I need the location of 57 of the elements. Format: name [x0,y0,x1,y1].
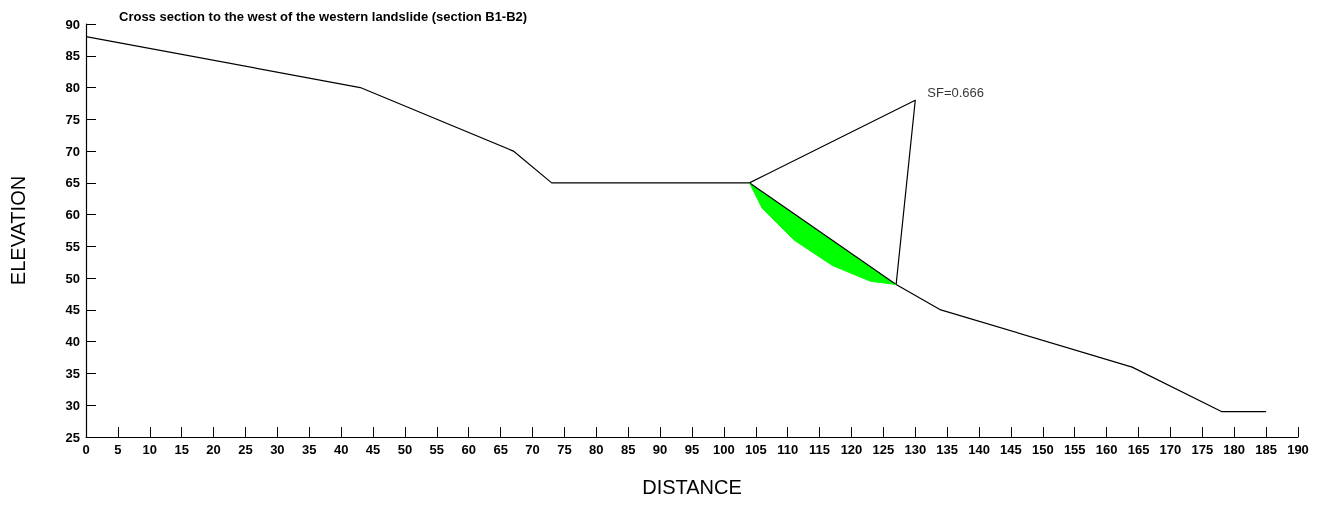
y-tick-label: 30 [65,397,80,413]
x-tick-label: 90 [652,442,668,457]
y-tick-label: 40 [65,334,80,350]
y-tick-label: 85 [65,48,80,64]
x-tick-label: 25 [238,442,253,457]
x-tick-label: 115 [809,442,831,457]
y-tick-label: 50 [65,270,80,286]
x-tick-label: 125 [872,442,895,457]
y-tick-label: 65 [65,175,80,191]
y-tick-label: 45 [65,302,80,318]
x-tick-label: 185 [1255,442,1277,457]
x-tick-label: 20 [206,442,221,457]
x-tick-label: 145 [1000,442,1022,457]
x-axis-title: DISTANCE [642,476,742,498]
x-tick-label: 100 [713,442,735,457]
annotation: SF=0.666 [927,84,985,100]
x-tick-label: 60 [461,442,476,457]
x-tick-label: 160 [1095,442,1118,457]
x-tick-label: 130 [904,442,927,457]
y-tick-label: 70 [65,143,80,159]
x-tick-label: 15 [174,442,189,457]
y-tick-label: 75 [65,111,80,127]
x-tick-label: 70 [525,442,540,457]
x-tick-label: 80 [589,442,604,457]
x-tick-label: 10 [142,442,158,457]
x-tick-label: 40 [333,442,349,457]
x-tick-label: 135 [936,442,959,457]
x-tick-label: 120 [840,442,863,457]
x-tick-label: 5 [114,442,122,457]
x-tick-label: 85 [620,442,636,457]
y-tick-label: 60 [65,207,80,223]
x-tick-label: 35 [302,442,317,457]
x-tick-label: 180 [1223,442,1246,457]
x-tick-label: 75 [557,442,572,457]
x-tick-label: 175 [1191,442,1214,457]
y-tick-label: 80 [65,80,80,96]
x-tick-label: 30 [270,442,285,457]
x-tick-label: 155 [1063,442,1086,457]
x-tick-label: 45 [365,442,381,457]
y-tick-label: 25 [65,429,80,445]
y-tick-label: 55 [65,238,80,254]
y-axis-title: ELEVATION [7,175,29,286]
x-tick-label: 50 [397,442,413,457]
x-tick-label: 0 [82,442,90,457]
x-tick-label: 140 [968,442,990,457]
y-tick-label: 90 [65,16,80,32]
x-tick-label: 95 [684,442,700,457]
x-tick-label: 110 [777,442,799,457]
chart-title: Cross section to the west of the western landslide (section B1-B2) [119,9,528,24]
x-tick-label: 165 [1127,442,1150,457]
x-tick-label: 105 [744,442,767,457]
y-tick-label: 35 [65,365,80,381]
x-tick-label: 190 [1287,442,1309,457]
x-tick-label: 55 [429,442,445,457]
x-tick-label: 170 [1159,442,1182,457]
x-tick-label: 65 [493,442,508,457]
x-tick-label: 150 [1031,442,1054,457]
